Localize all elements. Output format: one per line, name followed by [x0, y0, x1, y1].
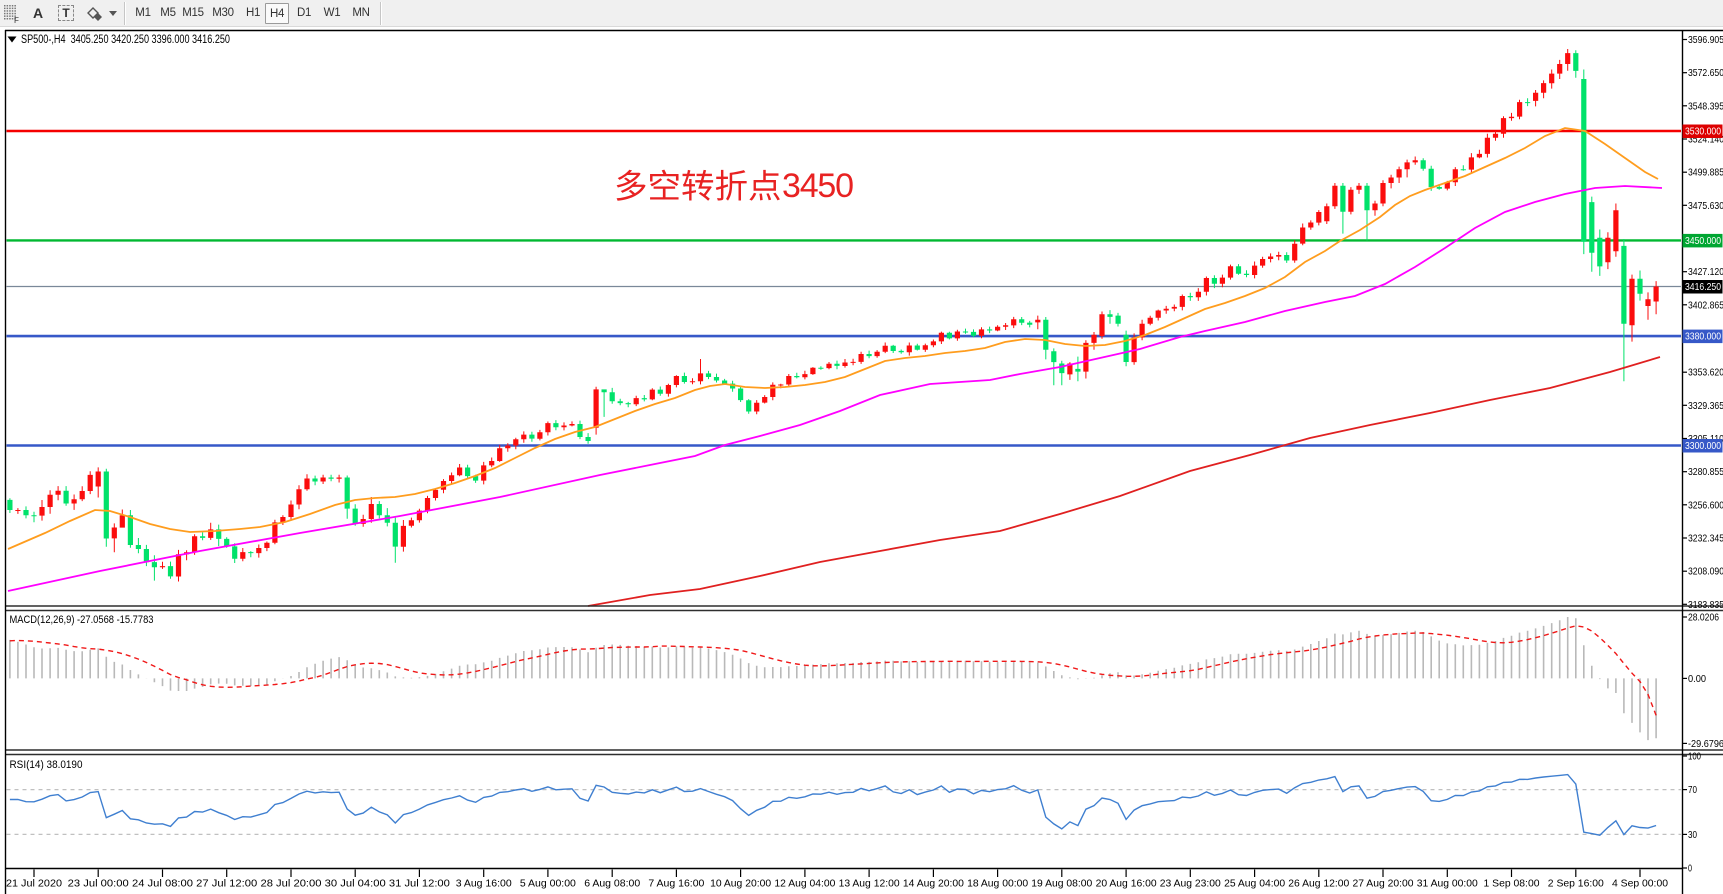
svg-text:30 Jul 04:00: 30 Jul 04:00 — [325, 878, 386, 890]
svg-text:2 Sep 16:00: 2 Sep 16:00 — [1548, 878, 1604, 890]
svg-text:3416.250: 3416.250 — [1685, 281, 1721, 293]
svg-text:F: F — [14, 16, 19, 24]
svg-text:20 Aug 16:00: 20 Aug 16:00 — [1096, 878, 1157, 890]
svg-text:27 Aug 20:00: 27 Aug 20:00 — [1353, 878, 1414, 890]
svg-text:26 Aug 12:00: 26 Aug 12:00 — [1288, 878, 1349, 890]
svg-text:23 Jul 00:00: 23 Jul 00:00 — [68, 878, 129, 890]
svg-text:RSI(14) 38.0190: RSI(14) 38.0190 — [10, 759, 83, 771]
svg-text:3256.600: 3256.600 — [1688, 499, 1723, 511]
svg-text:12 Aug 04:00: 12 Aug 04:00 — [774, 878, 835, 890]
svg-text:24 Jul 08:00: 24 Jul 08:00 — [132, 878, 193, 890]
svg-text:30: 30 — [1688, 829, 1697, 841]
svg-text:3596.905: 3596.905 — [1688, 34, 1723, 46]
svg-text:3572.650: 3572.650 — [1688, 67, 1723, 79]
svg-text:13 Aug 12:00: 13 Aug 12:00 — [839, 878, 900, 890]
svg-text:6 Aug 08:00: 6 Aug 08:00 — [584, 878, 640, 890]
svg-text:3232.345: 3232.345 — [1688, 533, 1723, 545]
svg-text:23 Aug 23:00: 23 Aug 23:00 — [1160, 878, 1221, 890]
svg-text:3450: 3450 — [782, 167, 853, 205]
svg-text:27 Jul 12:00: 27 Jul 12:00 — [196, 878, 257, 890]
svg-text:1 Sep 08:00: 1 Sep 08:00 — [1484, 878, 1540, 890]
svg-text:3329.365: 3329.365 — [1688, 400, 1723, 412]
svg-text:-29.6796: -29.6796 — [1688, 738, 1723, 750]
svg-text:MACD(12,26,9) -27.0568 -15.778: MACD(12,26,9) -27.0568 -15.7783 — [10, 614, 154, 626]
svg-text:3380.000: 3380.000 — [1685, 331, 1721, 343]
svg-text:25 Aug 04:00: 25 Aug 04:00 — [1224, 878, 1285, 890]
svg-text:0.00: 0.00 — [1688, 673, 1706, 685]
svg-text:3499.885: 3499.885 — [1688, 167, 1723, 179]
svg-text:10 Aug 20:00: 10 Aug 20:00 — [710, 878, 771, 890]
svg-text:5 Aug 00:00: 5 Aug 00:00 — [520, 878, 576, 890]
svg-text:3402.865: 3402.865 — [1688, 299, 1723, 311]
svg-text:3280.855: 3280.855 — [1688, 466, 1723, 478]
svg-text:28.0206: 28.0206 — [1688, 612, 1719, 624]
svg-text:28 Jul 20:00: 28 Jul 20:00 — [261, 878, 322, 890]
svg-text:3 Aug 16:00: 3 Aug 16:00 — [456, 878, 512, 890]
svg-text:14 Aug 20:00: 14 Aug 20:00 — [903, 878, 964, 890]
svg-text:3450.000: 3450.000 — [1685, 235, 1721, 247]
svg-text:3475.630: 3475.630 — [1688, 200, 1723, 212]
svg-text:3300.000: 3300.000 — [1685, 440, 1721, 452]
svg-text:0: 0 — [1688, 863, 1692, 875]
svg-text:3427.120: 3427.120 — [1688, 266, 1723, 278]
svg-text:3208.090: 3208.090 — [1688, 566, 1723, 578]
svg-text:3353.620: 3353.620 — [1688, 367, 1723, 379]
svg-text:SP500-,H4 3405.250 3420.250 3: SP500-,H4 3405.250 3420.250 3396.000 341… — [21, 34, 230, 46]
svg-text:18 Aug 00:00: 18 Aug 00:00 — [967, 878, 1028, 890]
svg-text:4 Sep 00:00: 4 Sep 00:00 — [1612, 878, 1668, 890]
svg-text:3183.835: 3183.835 — [1688, 599, 1723, 611]
svg-text:3530.000: 3530.000 — [1685, 126, 1721, 138]
svg-text:100: 100 — [1688, 751, 1701, 763]
svg-text:31 Jul 12:00: 31 Jul 12:00 — [389, 878, 450, 890]
svg-text:3548.395: 3548.395 — [1688, 100, 1723, 112]
svg-text:21 Jul 2020: 21 Jul 2020 — [6, 878, 62, 890]
svg-text:19 Aug 08:00: 19 Aug 08:00 — [1031, 878, 1092, 890]
svg-text:7 Aug 16:00: 7 Aug 16:00 — [648, 878, 704, 890]
svg-text:31 Aug 00:00: 31 Aug 00:00 — [1417, 878, 1478, 890]
svg-text:70: 70 — [1688, 784, 1697, 796]
